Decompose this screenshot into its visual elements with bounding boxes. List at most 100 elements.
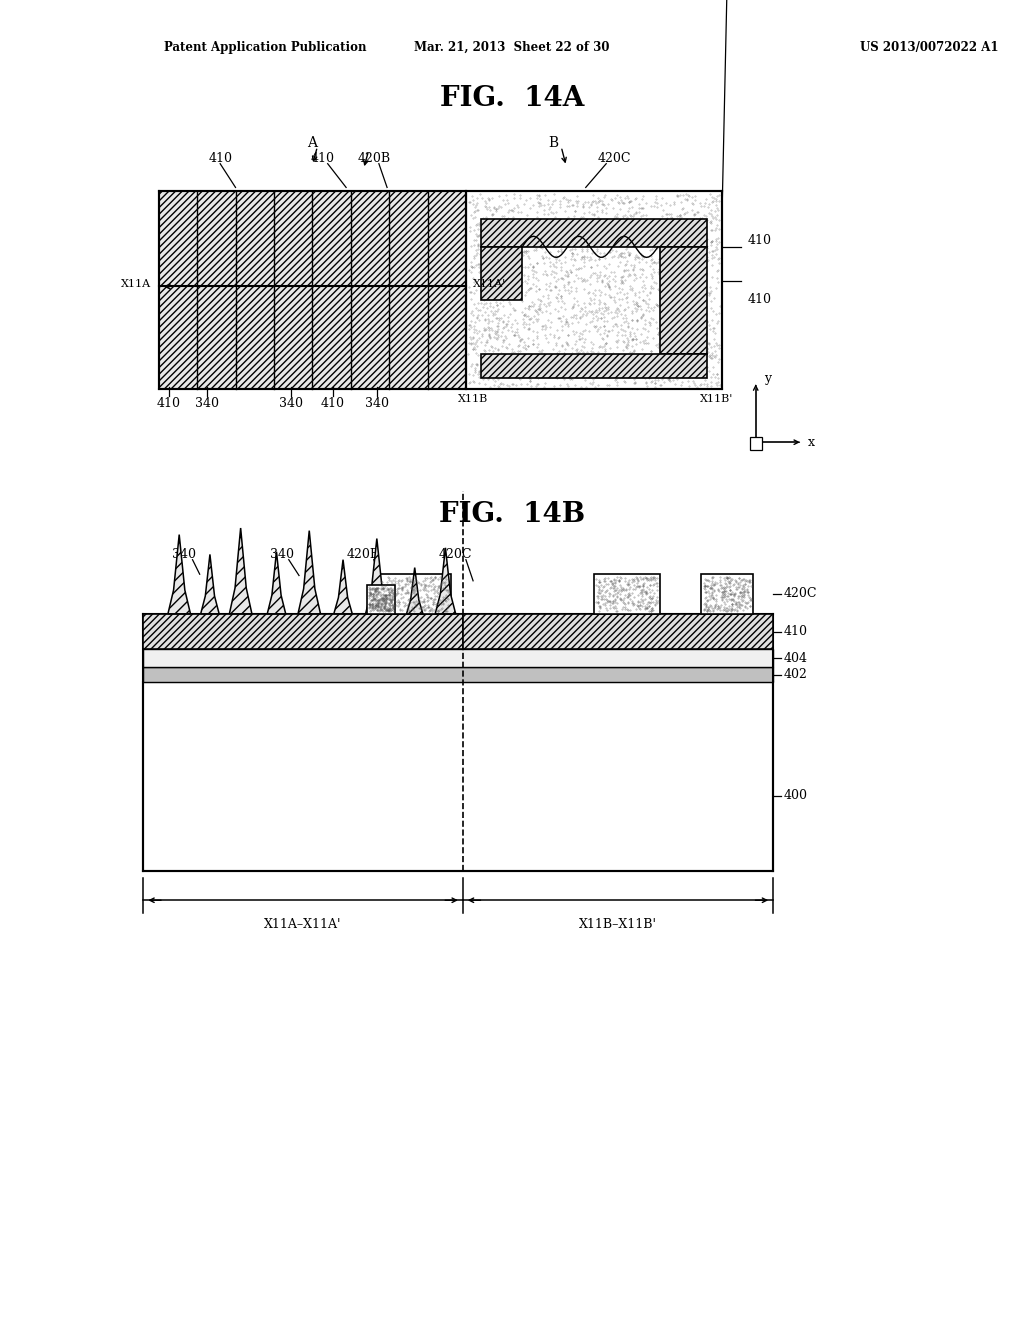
Point xyxy=(654,282,671,304)
Point xyxy=(570,218,587,239)
Point xyxy=(632,582,648,603)
Point xyxy=(652,242,669,263)
Point xyxy=(670,214,686,235)
Point xyxy=(527,351,544,372)
Point xyxy=(522,277,539,298)
Point xyxy=(656,300,673,321)
Point xyxy=(425,591,441,612)
Point xyxy=(686,279,702,300)
Point xyxy=(466,246,482,267)
Point xyxy=(648,294,665,315)
Point xyxy=(373,577,389,598)
Point xyxy=(666,194,682,215)
Point xyxy=(506,341,522,362)
Point xyxy=(643,566,659,587)
Point xyxy=(626,323,642,345)
Point xyxy=(516,240,532,261)
Point xyxy=(398,568,415,589)
Point xyxy=(492,356,508,378)
Point xyxy=(593,350,609,371)
Point xyxy=(669,345,685,366)
Point xyxy=(518,305,535,326)
Point xyxy=(547,222,563,243)
Point xyxy=(616,583,633,605)
Point xyxy=(380,599,396,620)
Point xyxy=(438,579,455,601)
Point xyxy=(573,234,590,255)
Point xyxy=(395,591,412,612)
Point xyxy=(667,315,683,337)
Point xyxy=(379,599,395,620)
Point xyxy=(696,306,713,327)
Point xyxy=(479,252,496,273)
Point xyxy=(613,269,630,290)
Text: 420B: 420B xyxy=(347,548,380,561)
Point xyxy=(583,195,599,216)
Point xyxy=(521,296,538,317)
Point xyxy=(642,586,658,607)
Point xyxy=(618,236,635,257)
Point xyxy=(548,246,564,267)
Point xyxy=(482,199,499,220)
Point xyxy=(707,367,723,388)
Point xyxy=(628,577,644,598)
Point xyxy=(565,321,582,342)
Point xyxy=(524,223,541,244)
Point xyxy=(438,598,455,619)
Point xyxy=(659,220,676,242)
Point xyxy=(700,569,717,590)
Point xyxy=(368,594,384,615)
Point xyxy=(589,363,605,384)
Point xyxy=(666,337,682,358)
Point xyxy=(656,272,673,293)
Point xyxy=(660,253,677,275)
Point xyxy=(628,333,644,354)
Point xyxy=(592,597,608,618)
Point xyxy=(552,190,568,211)
Point xyxy=(384,594,400,615)
Point xyxy=(612,568,629,589)
Point xyxy=(534,318,550,339)
Point xyxy=(500,310,516,331)
Point xyxy=(707,573,723,594)
Point xyxy=(635,198,651,219)
Point xyxy=(430,601,446,622)
Point xyxy=(370,594,386,615)
Polygon shape xyxy=(435,548,456,614)
Point xyxy=(542,197,558,218)
Point xyxy=(526,300,543,321)
Point xyxy=(609,211,626,232)
Point xyxy=(377,594,393,615)
Point xyxy=(632,231,648,252)
Point xyxy=(621,599,637,620)
Point xyxy=(699,310,716,331)
Point xyxy=(422,572,438,593)
Point xyxy=(643,363,659,384)
Point xyxy=(375,583,391,605)
Point xyxy=(469,354,485,375)
Point xyxy=(465,305,481,326)
Point xyxy=(676,355,692,376)
Point xyxy=(662,370,678,391)
Point xyxy=(479,282,496,304)
Point xyxy=(582,372,598,393)
Point xyxy=(384,589,400,610)
Point xyxy=(574,354,591,375)
Point xyxy=(614,265,631,286)
Point xyxy=(637,290,653,312)
Point xyxy=(572,267,589,288)
Point xyxy=(623,255,639,276)
Point xyxy=(641,367,657,388)
Point xyxy=(642,308,658,329)
Point xyxy=(626,214,642,235)
Point xyxy=(475,284,492,305)
Point xyxy=(727,569,743,590)
Point xyxy=(468,343,484,364)
Point xyxy=(651,222,668,243)
Point xyxy=(527,309,544,330)
Point xyxy=(710,248,726,269)
Point xyxy=(712,566,728,587)
Point xyxy=(426,576,442,597)
Point xyxy=(492,376,508,397)
Point xyxy=(617,310,634,331)
